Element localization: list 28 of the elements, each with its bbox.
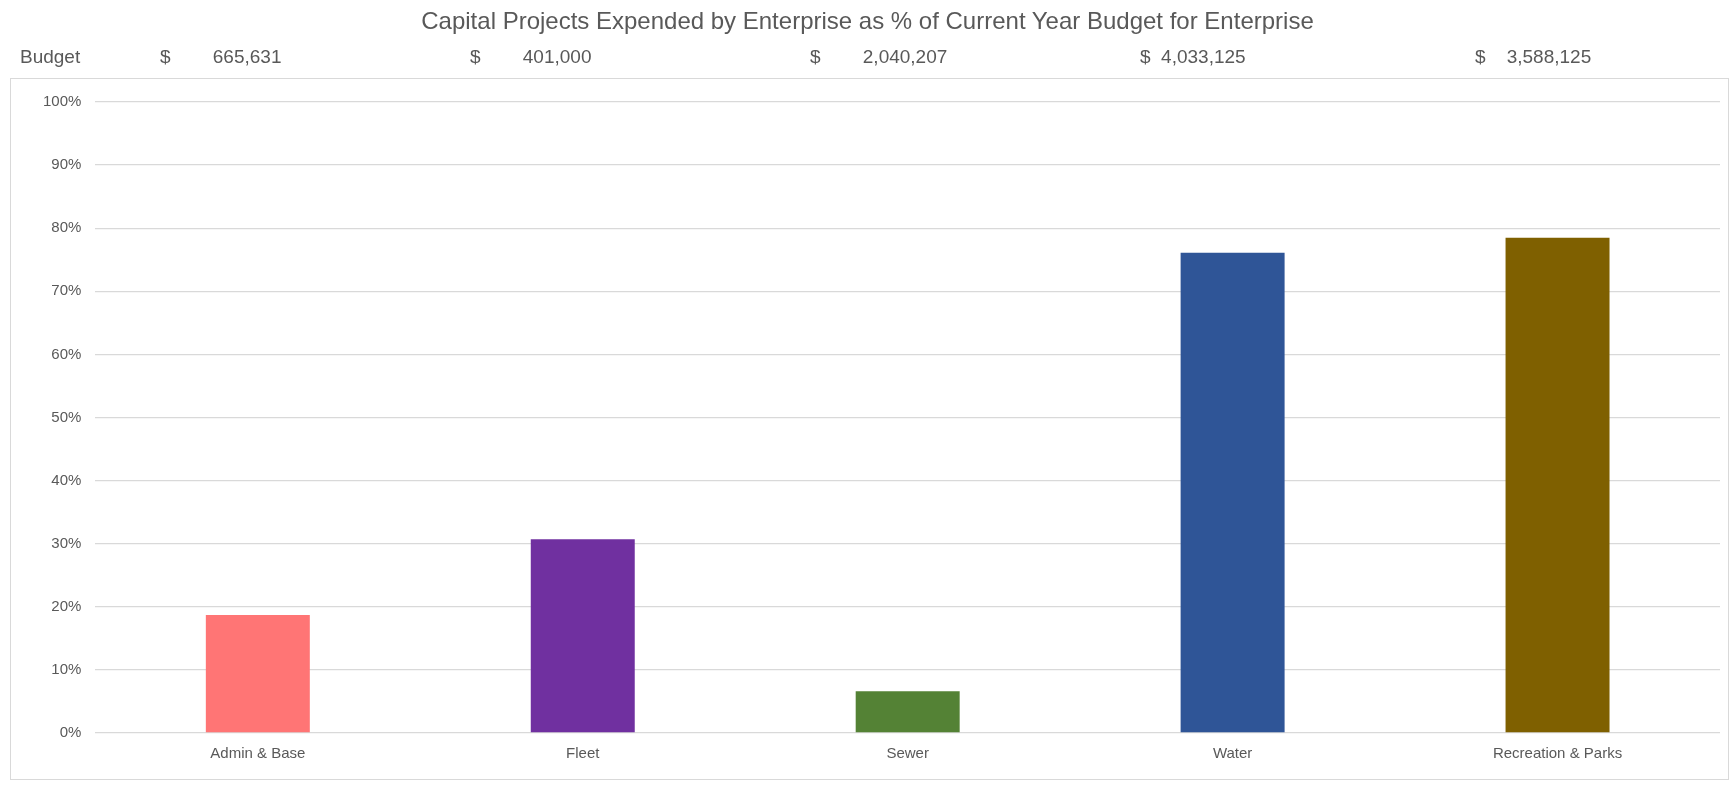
x-tick-label: Sewer bbox=[886, 744, 929, 762]
x-tick-label: Water bbox=[1212, 744, 1253, 762]
y-tick-label: 0% bbox=[59, 723, 82, 741]
y-tick-label: 90% bbox=[51, 155, 82, 173]
bar bbox=[855, 691, 960, 733]
text: $ 4,033,125 bbox=[1140, 46, 1246, 68]
y-tick-label: 40% bbox=[51, 470, 82, 488]
x-tick-label: Fleet bbox=[566, 744, 601, 762]
x-tick-label: Admin & Base bbox=[210, 744, 306, 762]
x-tick-label: Recreation & Parks bbox=[1492, 744, 1623, 762]
y-tick-label: 70% bbox=[51, 281, 82, 299]
y-tick-label: 60% bbox=[51, 344, 82, 362]
text: $ 2,040,207 bbox=[810, 46, 948, 68]
y-tick-label: 100% bbox=[42, 92, 82, 110]
y-tick-label: 80% bbox=[51, 218, 82, 236]
bar bbox=[1180, 252, 1285, 733]
text: $ 401,000 bbox=[470, 46, 592, 68]
y-tick-label: 10% bbox=[51, 660, 82, 678]
text: $ 3,588,125 bbox=[1475, 46, 1592, 68]
text: $ 665,631 bbox=[160, 46, 282, 68]
y-tick-label: 30% bbox=[51, 533, 82, 551]
bar bbox=[1505, 237, 1610, 733]
y-tick-label: 50% bbox=[51, 407, 82, 425]
chart-title: Capital Projects Expended by Enterprise as % of Current Year Budget for Enterprise bbox=[420, 6, 1315, 36]
y-tick-label: 20% bbox=[51, 596, 82, 614]
text: Budget bbox=[20, 46, 81, 68]
bar bbox=[530, 539, 635, 733]
bar bbox=[205, 615, 310, 733]
